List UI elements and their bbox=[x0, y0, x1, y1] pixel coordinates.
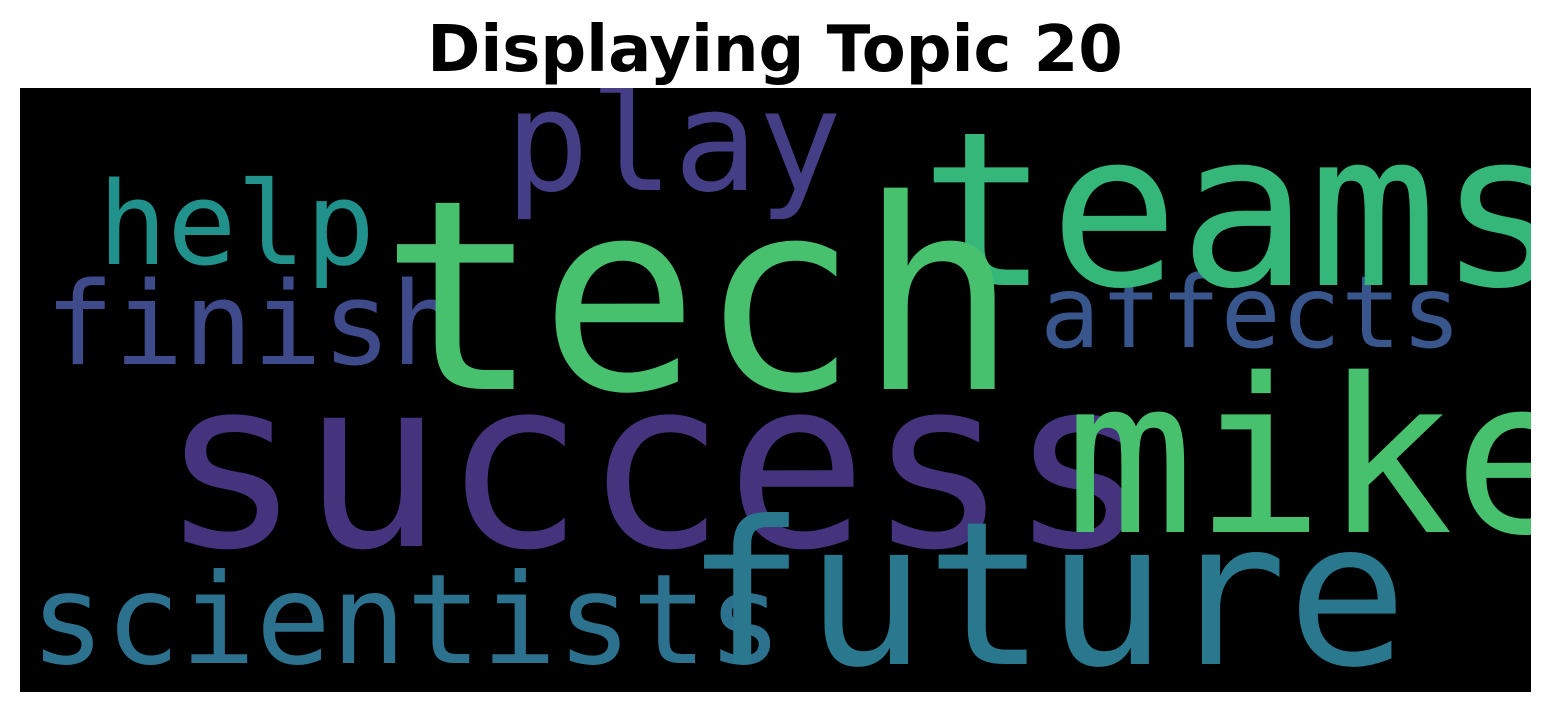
word-help: help bbox=[98, 158, 375, 292]
word-cloud: play help finish affects teams tech succ… bbox=[20, 88, 1531, 692]
word-mike: mike bbox=[1065, 332, 1531, 583]
word-future: future bbox=[685, 479, 1408, 693]
word-tech: tech bbox=[380, 144, 1019, 452]
word-scientists: scientists bbox=[30, 548, 783, 692]
word-teams: teams bbox=[920, 88, 1531, 336]
word-finish: finish bbox=[45, 258, 461, 392]
word-affects: affects bbox=[1040, 254, 1462, 371]
word-play: play bbox=[505, 88, 843, 224]
plot-title: Displaying Topic 20 bbox=[427, 13, 1123, 87]
word-success: success bbox=[160, 329, 1151, 602]
